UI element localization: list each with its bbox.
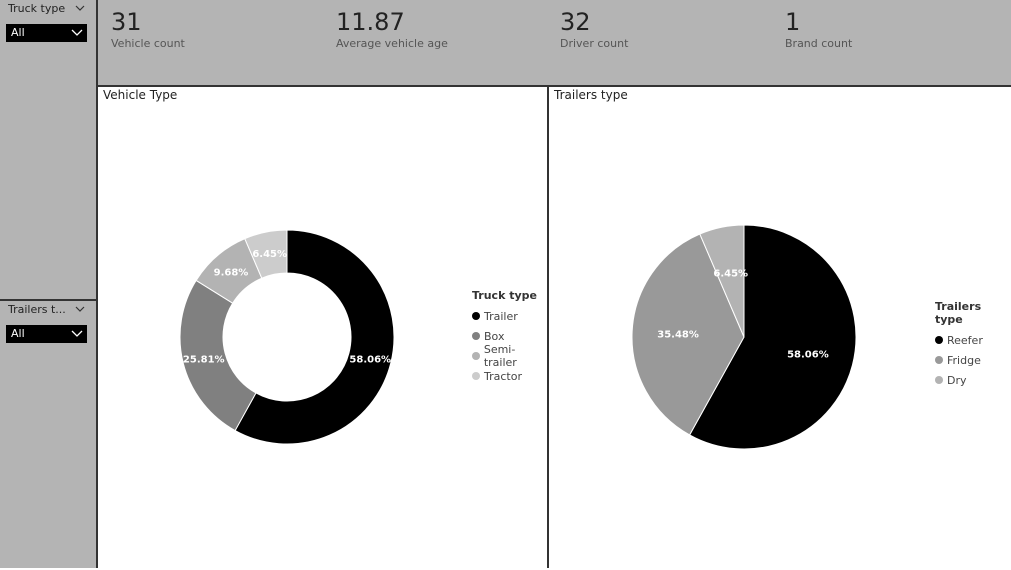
data-label-semi-trailer: 9.68% [214, 268, 249, 279]
legend-title: Trailers type [935, 300, 982, 326]
trailers-type-selected-value: All [11, 327, 25, 340]
legend-item-dry[interactable]: Dry [935, 370, 1011, 390]
legend-items: Reefer Fridge Dry [935, 330, 1011, 390]
kpi-label: Brand count [785, 37, 853, 50]
truck-type-slicer: Truck type All [0, 0, 96, 297]
kpi-value: 11.87 [336, 8, 405, 36]
legend-dot-icon [935, 356, 943, 364]
legend-label: Trailer [484, 309, 518, 323]
kpi-label: Vehicle count [111, 37, 185, 50]
trailers-type-pie-chart: 58.06% 35.48% 6.45% [631, 224, 857, 450]
kpi-value: 31 [111, 8, 142, 36]
kpi-card-average-vehicle-age: 11.87 Average vehicle age [336, 6, 448, 50]
trailers-type-legend: Trailers type Reefer Fridge Dry [935, 300, 1011, 390]
legend-dot-icon [472, 352, 480, 360]
legend-label: Box [484, 329, 505, 343]
legend-items: Trailer Box Semi-trailer Tractor [472, 306, 547, 386]
kpi-strip: 31 Vehicle count 11.87 Average vehicle a… [98, 0, 1011, 87]
legend-title: Truck type [472, 289, 537, 302]
data-label-fridge: 35.48% [657, 330, 699, 341]
kpi-label: Average vehicle age [336, 37, 448, 50]
data-label-trailer: 58.06% [349, 355, 391, 366]
legend-dot-icon [472, 312, 480, 320]
truck-type-slicer-title: Truck type [8, 2, 66, 15]
dropdown-caret-icon [71, 330, 83, 337]
legend-label: Dry [947, 373, 967, 387]
legend-dot-icon [935, 336, 943, 344]
kpi-value: 1 [785, 8, 801, 36]
trailers-type-slicer: Trailers t... All [0, 299, 96, 570]
slice-box[interactable] [179, 279, 257, 432]
truck-type-dropdown[interactable]: All [6, 24, 87, 42]
chevron-down-icon[interactable] [74, 2, 86, 14]
legend-item-fridge[interactable]: Fridge [935, 350, 1011, 370]
legend-item-trailer[interactable]: Trailer [472, 306, 547, 326]
data-label-reefer: 58.06% [787, 350, 829, 361]
legend-label: Semi-trailer [483, 343, 517, 369]
trailers-type-dropdown[interactable]: All [6, 325, 87, 343]
legend-item-semi-trailer[interactable]: Semi-trailer [472, 343, 547, 369]
legend-item-box[interactable]: Box [472, 326, 547, 346]
vehicle-type-panel: Vehicle Type 58.06% 25.81% 9.68% 6.45% Truc… [98, 87, 549, 568]
legend-label: Reefer [947, 333, 983, 347]
kpi-card-vehicle-count: 31 Vehicle count [111, 6, 185, 50]
truck-type-selected-value: All [11, 26, 25, 39]
slice-fridge[interactable] [631, 233, 745, 436]
trailers-type-slicer-title: Trailers t... [8, 303, 66, 316]
legend-item-tractor[interactable]: Tractor [472, 366, 547, 386]
panel-title: Vehicle Type [103, 88, 178, 102]
legend-dot-icon [472, 332, 480, 340]
kpi-card-driver-count: 32 Driver count [560, 6, 628, 50]
legend-label: Tractor [484, 369, 522, 383]
panel-title: Trailers type [554, 88, 628, 102]
slice-trailer[interactable] [234, 229, 395, 445]
dropdown-caret-icon [71, 29, 83, 36]
legend-dot-icon [472, 372, 480, 380]
filter-sidebar: Truck type All Trailers t... All [0, 0, 98, 568]
data-label-tractor: 6.45% [252, 249, 287, 260]
kpi-label: Driver count [560, 37, 629, 50]
slice-tractor[interactable] [244, 229, 288, 279]
legend-dot-icon [935, 376, 943, 384]
slice-reefer[interactable] [688, 224, 857, 450]
slice-dry[interactable] [699, 224, 745, 338]
vehicle-type-donut-chart: 58.06% 25.81% 9.68%6.45% [179, 229, 395, 445]
chevron-down-icon[interactable] [74, 303, 86, 315]
kpi-card-brand-count: 1 Brand count [785, 6, 852, 50]
trailers-type-panel: Trailers type 58.06% 35.48% 6.45% Trailers… [549, 87, 1011, 568]
data-label-box: 25.81% [183, 355, 225, 366]
legend-item-reefer[interactable]: Reefer [935, 330, 1011, 350]
vehicle-type-legend: Truck type Trailer Box Semi-trailer Tractor [472, 289, 547, 386]
legend-label: Fridge [947, 353, 981, 367]
data-label-dry: 6.45% [713, 268, 748, 279]
kpi-value: 32 [560, 8, 591, 36]
